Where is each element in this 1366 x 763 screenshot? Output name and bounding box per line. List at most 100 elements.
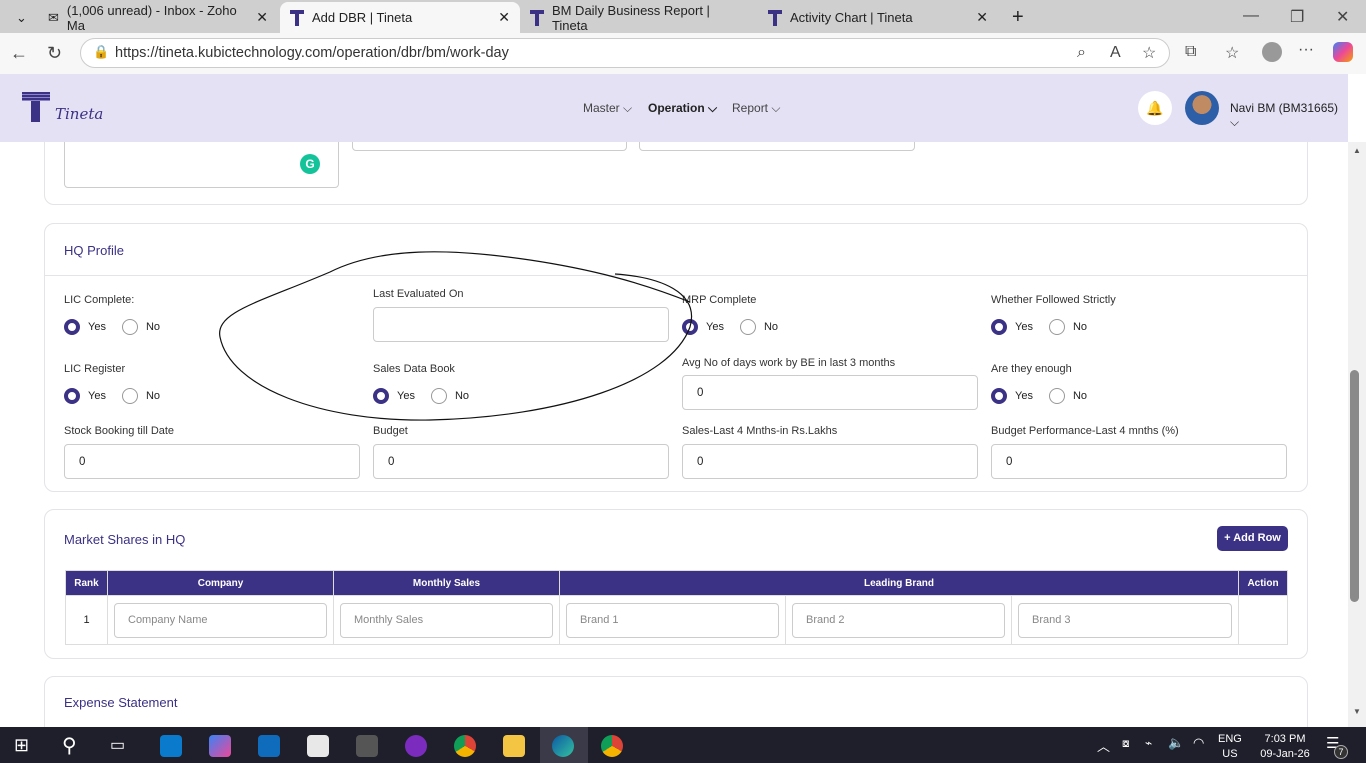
radio-yes[interactable] bbox=[991, 388, 1007, 404]
battery-icon[interactable]: ⌁ bbox=[1145, 736, 1153, 750]
copilot-icon[interactable] bbox=[209, 735, 231, 757]
tab-zoho[interactable]: ✉ (1,006 unread) - Inbox - Zoho Ma ✕ bbox=[48, 2, 268, 33]
lock-icon: 🔒 bbox=[93, 44, 110, 59]
minimize-icon[interactable]: — bbox=[1243, 7, 1259, 24]
close-window-icon[interactable]: ✕ bbox=[1336, 9, 1350, 26]
budget-perf-label: Budget Performance-Last 4 mnths (%) bbox=[991, 425, 1179, 437]
previous-input[interactable] bbox=[352, 142, 627, 151]
clock[interactable]: 7:03 PM 09-Jan-26 bbox=[1260, 733, 1310, 760]
are-they-enough-radio[interactable]: Yes No bbox=[991, 388, 1087, 404]
favorites-icon[interactable]: ☆ bbox=[1225, 45, 1240, 62]
remarks-textarea[interactable] bbox=[64, 142, 339, 188]
section-title: Market Shares in HQ bbox=[64, 532, 186, 547]
radio-no[interactable] bbox=[430, 388, 447, 404]
budget-perf-input[interactable]: 0 bbox=[991, 444, 1287, 479]
edge-icon[interactable] bbox=[552, 735, 574, 757]
brand2-input[interactable]: Brand 2 bbox=[792, 602, 1005, 638]
radio-no[interactable] bbox=[1048, 388, 1065, 404]
wifi-icon[interactable]: ◠ bbox=[1193, 735, 1205, 750]
reload-icon[interactable]: ↻ bbox=[47, 43, 63, 63]
close-icon[interactable]: ✕ bbox=[256, 9, 268, 25]
lic-complete-label: LIC Complete: bbox=[64, 294, 135, 306]
tineta-logo[interactable]: Tineta bbox=[22, 92, 112, 128]
lic-register-label: LIC Register bbox=[64, 363, 126, 375]
lic-register-radio[interactable]: Yes No bbox=[64, 388, 160, 404]
tineta-icon bbox=[290, 9, 304, 26]
vscode-icon[interactable] bbox=[160, 735, 182, 757]
user-menu[interactable]: Navi BM (BM31665) ⌵ bbox=[1230, 101, 1339, 129]
new-tab-button[interactable]: + bbox=[1012, 6, 1024, 28]
maximize-icon[interactable]: ❐ bbox=[1290, 9, 1305, 26]
profile-icon[interactable] bbox=[1262, 42, 1282, 62]
expense-statement-card: Expense Statement bbox=[44, 676, 1308, 727]
calculator-icon[interactable] bbox=[356, 735, 378, 757]
grammarly-icon[interactable]: G bbox=[300, 154, 320, 174]
add-row-button[interactable]: + Add Row bbox=[1217, 526, 1288, 551]
radio-no[interactable] bbox=[1048, 319, 1065, 335]
monthly-sales-input[interactable]: Monthly Sales bbox=[340, 602, 553, 638]
zoom-icon[interactable]: ⌕ bbox=[1077, 44, 1086, 61]
section-title: HQ Profile bbox=[64, 243, 124, 258]
table-header: Rank Company Monthly Sales Leading Brand… bbox=[65, 570, 1288, 596]
windows-start-icon[interactable]: ⊞ bbox=[14, 735, 30, 755]
copilot-icon[interactable] bbox=[1333, 42, 1353, 62]
sales-last4-label: Sales-Last 4 Mnths-in Rs.Lakhs bbox=[682, 425, 838, 437]
previous-input[interactable] bbox=[639, 142, 915, 151]
address-bar-row: ← ↻ 🔒 https://tineta.kubictechnology.com/… bbox=[0, 33, 1366, 74]
avatar[interactable] bbox=[1185, 91, 1219, 125]
notification-count-badge: 7 bbox=[1334, 745, 1348, 759]
radio-no[interactable] bbox=[739, 319, 756, 335]
stock-booking-input[interactable]: 0 bbox=[64, 444, 360, 479]
app-header: Tineta Master ⌵ Operation ⌵ Report ⌵ 🔔 N… bbox=[0, 74, 1348, 142]
sales-data-book-radio[interactable]: Yes No bbox=[373, 388, 469, 404]
tray-chevron-icon[interactable]: ︿ bbox=[1097, 739, 1111, 754]
more-icon[interactable]: ··· bbox=[1298, 41, 1314, 58]
tineta-icon bbox=[768, 9, 782, 26]
close-icon[interactable]: ✕ bbox=[498, 9, 510, 25]
tab-bm-report[interactable]: BM Daily Business Report | Tineta bbox=[520, 2, 758, 33]
search-icon[interactable]: ⚲ bbox=[62, 735, 77, 757]
chrome-icon[interactable] bbox=[601, 735, 623, 757]
app-icon[interactable] bbox=[405, 735, 427, 757]
followed-strictly-radio[interactable]: Yes No bbox=[991, 319, 1087, 335]
radio-yes[interactable] bbox=[64, 388, 80, 404]
radio-no[interactable] bbox=[121, 319, 138, 335]
nav-operation[interactable]: Operation ⌵ bbox=[648, 101, 718, 115]
sales-last4-input[interactable]: 0 bbox=[682, 444, 978, 479]
camera-icon[interactable]: ⧇ bbox=[1122, 736, 1130, 750]
hand-drawn-annotation bbox=[219, 251, 693, 421]
market-shares-card: Market Shares in HQ + Add Row Rank Compa… bbox=[44, 509, 1308, 659]
brand3-input[interactable]: Brand 3 bbox=[1018, 602, 1232, 638]
volume-icon[interactable]: 🔈 bbox=[1168, 735, 1185, 750]
brand1-input[interactable]: Brand 1 bbox=[566, 602, 779, 638]
file-explorer-icon[interactable] bbox=[503, 735, 525, 757]
tab-list-button[interactable]: ⌄ bbox=[16, 9, 27, 25]
tab-add-dbr[interactable]: Add DBR | Tineta ✕ bbox=[280, 2, 520, 33]
close-icon[interactable]: ✕ bbox=[976, 9, 988, 25]
last-evaluated-input[interactable] bbox=[373, 307, 669, 342]
radio-yes[interactable] bbox=[991, 319, 1007, 335]
avg-days-input[interactable]: 0 bbox=[682, 375, 978, 410]
radio-yes[interactable] bbox=[64, 319, 80, 335]
company-input[interactable]: Company Name bbox=[114, 602, 327, 638]
radio-no[interactable] bbox=[121, 388, 138, 404]
scrollbar-thumb[interactable] bbox=[1350, 370, 1359, 602]
nav-master[interactable]: Master ⌵ bbox=[583, 101, 633, 115]
tab-activity-chart[interactable]: Activity Chart | Tineta ✕ bbox=[758, 2, 998, 33]
nav-report[interactable]: Report ⌵ bbox=[732, 101, 781, 115]
notification-bell-icon[interactable]: 🔔 bbox=[1138, 91, 1172, 125]
tineta-icon bbox=[530, 9, 544, 26]
task-view-icon[interactable]: ▭ bbox=[110, 737, 126, 754]
favorite-icon[interactable]: ☆ bbox=[1142, 45, 1157, 62]
store-icon[interactable] bbox=[307, 735, 329, 757]
outlook-icon[interactable] bbox=[258, 735, 280, 757]
url-field[interactable]: 🔒 https://tineta.kubictechnology.com/oper… bbox=[80, 38, 1170, 68]
budget-input[interactable]: 0 bbox=[373, 444, 669, 479]
lic-complete-radio[interactable]: Yes No bbox=[64, 319, 160, 335]
read-aloud-icon[interactable]: A bbox=[1110, 44, 1121, 61]
language-indicator[interactable]: ENG US bbox=[1218, 733, 1242, 760]
extensions-icon[interactable]: ⧉ bbox=[1185, 43, 1197, 60]
chrome-icon[interactable] bbox=[454, 735, 476, 757]
radio-yes[interactable] bbox=[373, 388, 389, 404]
back-icon[interactable]: ← bbox=[10, 43, 28, 63]
